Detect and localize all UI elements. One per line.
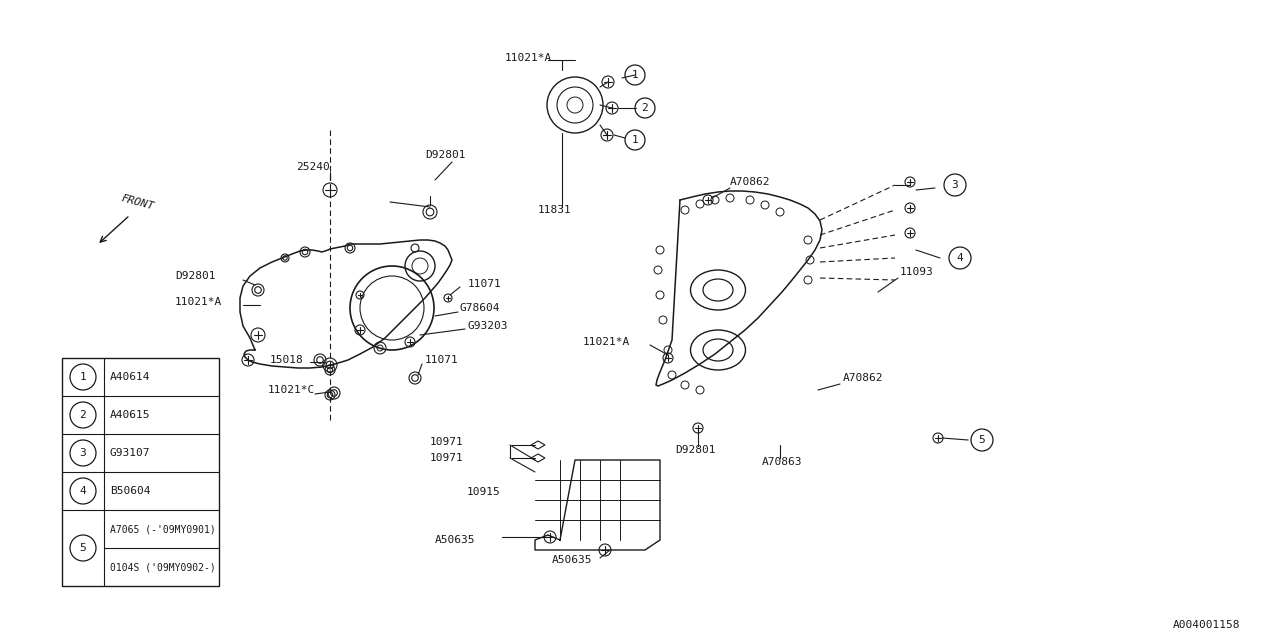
Text: 11831: 11831 <box>538 205 572 215</box>
Bar <box>61 358 219 586</box>
Text: 25240: 25240 <box>296 162 330 172</box>
Text: 5: 5 <box>979 435 986 445</box>
Text: 11071: 11071 <box>425 355 458 365</box>
Text: G93203: G93203 <box>468 321 508 331</box>
Text: A004001158: A004001158 <box>1172 620 1240 630</box>
Text: 11021*C: 11021*C <box>268 385 315 395</box>
Text: 11093: 11093 <box>900 267 933 277</box>
Text: 4: 4 <box>956 253 964 263</box>
Text: B50604: B50604 <box>110 486 151 496</box>
Text: G93107: G93107 <box>110 448 151 458</box>
Text: 11021*A: 11021*A <box>506 53 552 63</box>
Text: 1: 1 <box>631 70 639 80</box>
Text: 3: 3 <box>79 448 86 458</box>
Text: 3: 3 <box>951 180 959 190</box>
Text: 10915: 10915 <box>467 487 500 497</box>
Text: A70862: A70862 <box>844 373 883 383</box>
Text: D92801: D92801 <box>425 150 466 160</box>
Text: FRONT: FRONT <box>120 193 155 211</box>
Text: 1: 1 <box>631 135 639 145</box>
Text: A40615: A40615 <box>110 410 151 420</box>
Text: 2: 2 <box>79 410 86 420</box>
Text: D92801: D92801 <box>675 445 716 455</box>
Text: A70862: A70862 <box>730 177 771 187</box>
Text: A70863: A70863 <box>762 457 803 467</box>
Text: G78604: G78604 <box>460 303 500 313</box>
Text: A40614: A40614 <box>110 372 151 382</box>
Text: 10971: 10971 <box>430 453 463 463</box>
Text: 10971: 10971 <box>430 437 463 447</box>
Text: 4: 4 <box>79 486 86 496</box>
Text: A7065 (-'09MY0901): A7065 (-'09MY0901) <box>110 524 216 534</box>
Text: 11021*A: 11021*A <box>175 297 223 307</box>
Text: D92801: D92801 <box>175 271 215 281</box>
Text: 1: 1 <box>79 372 86 382</box>
Text: 0104S ('09MY0902-): 0104S ('09MY0902-) <box>110 562 216 572</box>
Text: 11071: 11071 <box>468 279 502 289</box>
Text: A50635: A50635 <box>435 535 475 545</box>
Text: 5: 5 <box>79 543 86 553</box>
Text: 2: 2 <box>641 103 649 113</box>
Text: A50635: A50635 <box>552 555 593 565</box>
Text: 15018: 15018 <box>270 355 303 365</box>
Text: 11021*A: 11021*A <box>582 337 630 347</box>
